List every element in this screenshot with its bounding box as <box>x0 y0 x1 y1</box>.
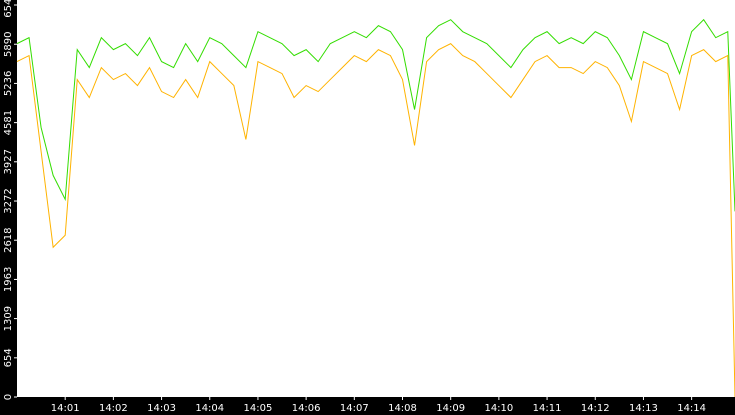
x-tick-label: 14:08 <box>388 403 417 414</box>
x-tick-label: 14:13 <box>629 403 658 414</box>
series-line <box>16 43 735 398</box>
x-tick-label: 14:02 <box>99 403 128 414</box>
x-axis-bar <box>0 397 735 415</box>
y-axis-bar <box>0 0 17 415</box>
x-tick-label: 14:10 <box>484 403 513 414</box>
x-tick-label: 14:04 <box>195 403 224 414</box>
y-tick-label: 2618 <box>3 227 14 252</box>
y-tick-label: 5890 <box>3 32 14 57</box>
y-tick-label: 4581 <box>3 110 14 135</box>
series-line <box>16 18 735 212</box>
y-tick-label: 654 <box>3 348 14 367</box>
y-tick-label: 3927 <box>3 149 14 174</box>
x-tick-label: 14:05 <box>244 403 273 414</box>
x-tick-label: 14:14 <box>677 403 706 414</box>
x-tick-label: 14:09 <box>436 403 465 414</box>
y-tick-label: 0 <box>3 394 14 400</box>
x-tick-label: 14:07 <box>340 403 369 414</box>
y-tick-label: 6545 <box>3 0 14 18</box>
y-tick-label: 1963 <box>3 267 14 292</box>
y-tick-label: 5236 <box>3 71 14 96</box>
x-tick-label: 14:03 <box>147 403 176 414</box>
x-tick-label: 14:06 <box>292 403 321 414</box>
x-tick-label: 14:01 <box>51 403 80 414</box>
y-tick-label: 1309 <box>3 306 14 331</box>
x-tick-label: 14:12 <box>581 403 610 414</box>
x-tick-label: 14:11 <box>533 403 562 414</box>
y-tick-label: 3272 <box>3 188 14 213</box>
